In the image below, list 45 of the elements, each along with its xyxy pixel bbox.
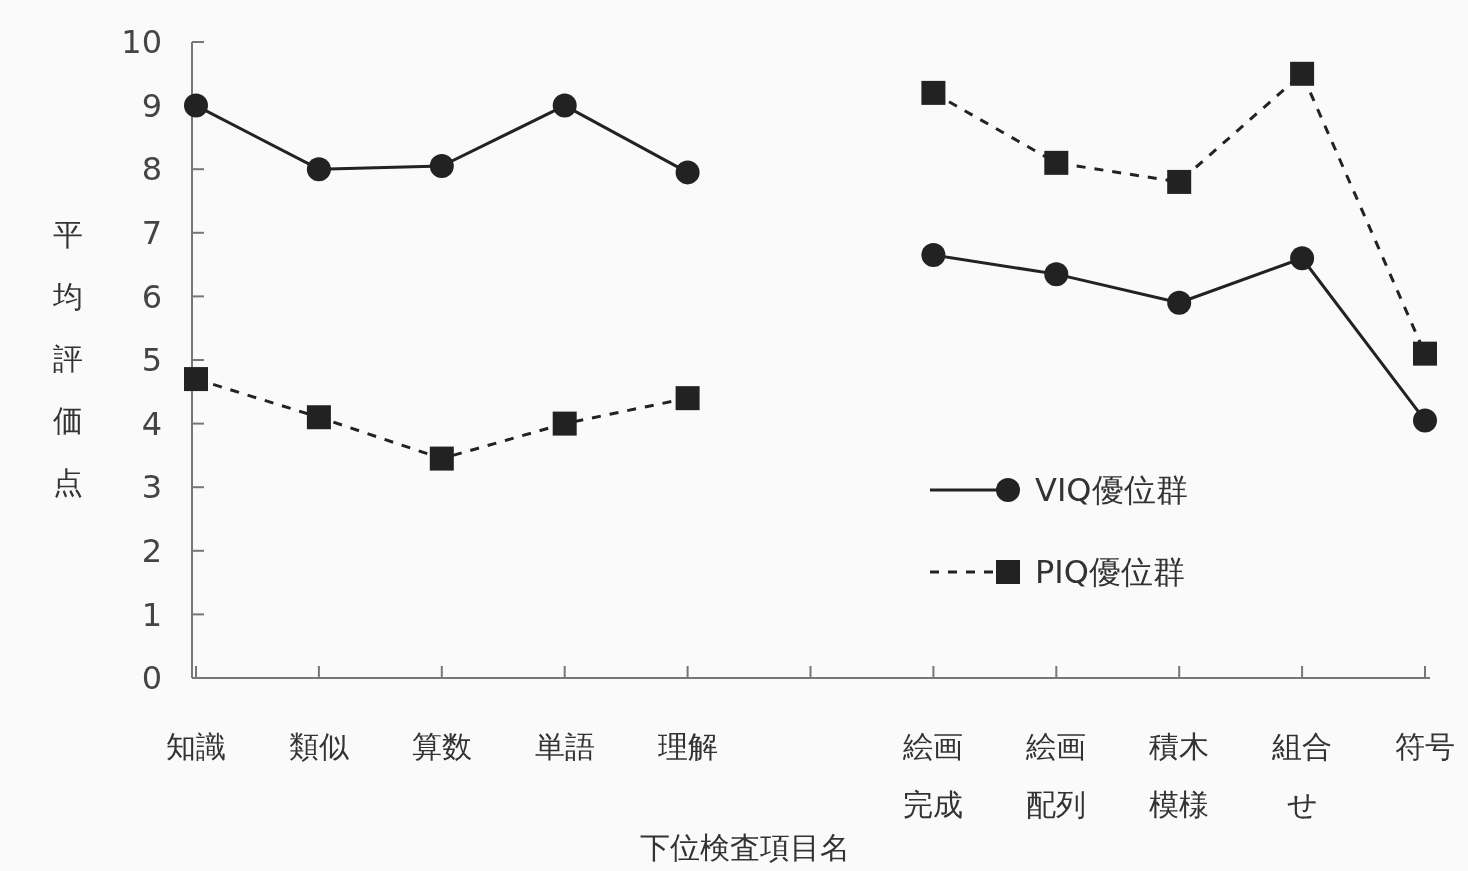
point (675, 160, 700, 185)
x-tick-label: 知識 (166, 729, 226, 764)
point (552, 411, 577, 436)
y-tick-label: 9 (141, 86, 162, 125)
point (1044, 150, 1069, 175)
x-tick-label: 積木模様 (1149, 729, 1210, 822)
y-tick-label: 5 (141, 341, 162, 380)
point (1290, 61, 1315, 86)
legend-label: VIQ優位群 (1035, 471, 1188, 510)
point (429, 154, 454, 179)
x-tick-label: 絵画完成 (902, 729, 964, 822)
y-tick-label: 2 (141, 532, 162, 570)
point (1167, 169, 1192, 194)
x-tick-label: 理解 (657, 729, 718, 764)
point (552, 93, 577, 118)
x-tick-label: 算数 (411, 729, 472, 764)
y-tick-label: 0 (141, 659, 162, 698)
point (1044, 262, 1069, 287)
point (306, 157, 331, 182)
point (429, 446, 454, 471)
y-tick-label: 4 (141, 404, 162, 443)
x-axis-title: 下位検査項目名 (640, 830, 850, 865)
point (1413, 341, 1437, 366)
y-tick-label: 7 (141, 214, 162, 252)
point (1413, 408, 1437, 433)
x-tick-label: 絵画配列 (1025, 729, 1087, 822)
point (184, 367, 208, 392)
x-tick-label: 類似 (288, 729, 349, 764)
point (921, 243, 946, 268)
x-tick-label: 組合せ (1271, 729, 1333, 822)
y-tick-label: 10 (121, 23, 162, 62)
y-axis-title: 平均評価点 (52, 217, 83, 500)
y-tick-label: 1 (141, 595, 162, 634)
point (1167, 290, 1192, 315)
x-tick-label: 符号 (1395, 729, 1455, 764)
point (1290, 246, 1315, 271)
point (306, 405, 331, 430)
y-tick-label: 3 (141, 468, 162, 507)
point (184, 93, 208, 118)
legend-label: PIQ優位群 (1035, 553, 1185, 592)
y-tick-label: 8 (141, 150, 162, 189)
point (921, 80, 946, 105)
point (675, 386, 700, 411)
x-tick-label: 単語 (534, 729, 595, 764)
y-tick-label: 6 (141, 277, 162, 316)
